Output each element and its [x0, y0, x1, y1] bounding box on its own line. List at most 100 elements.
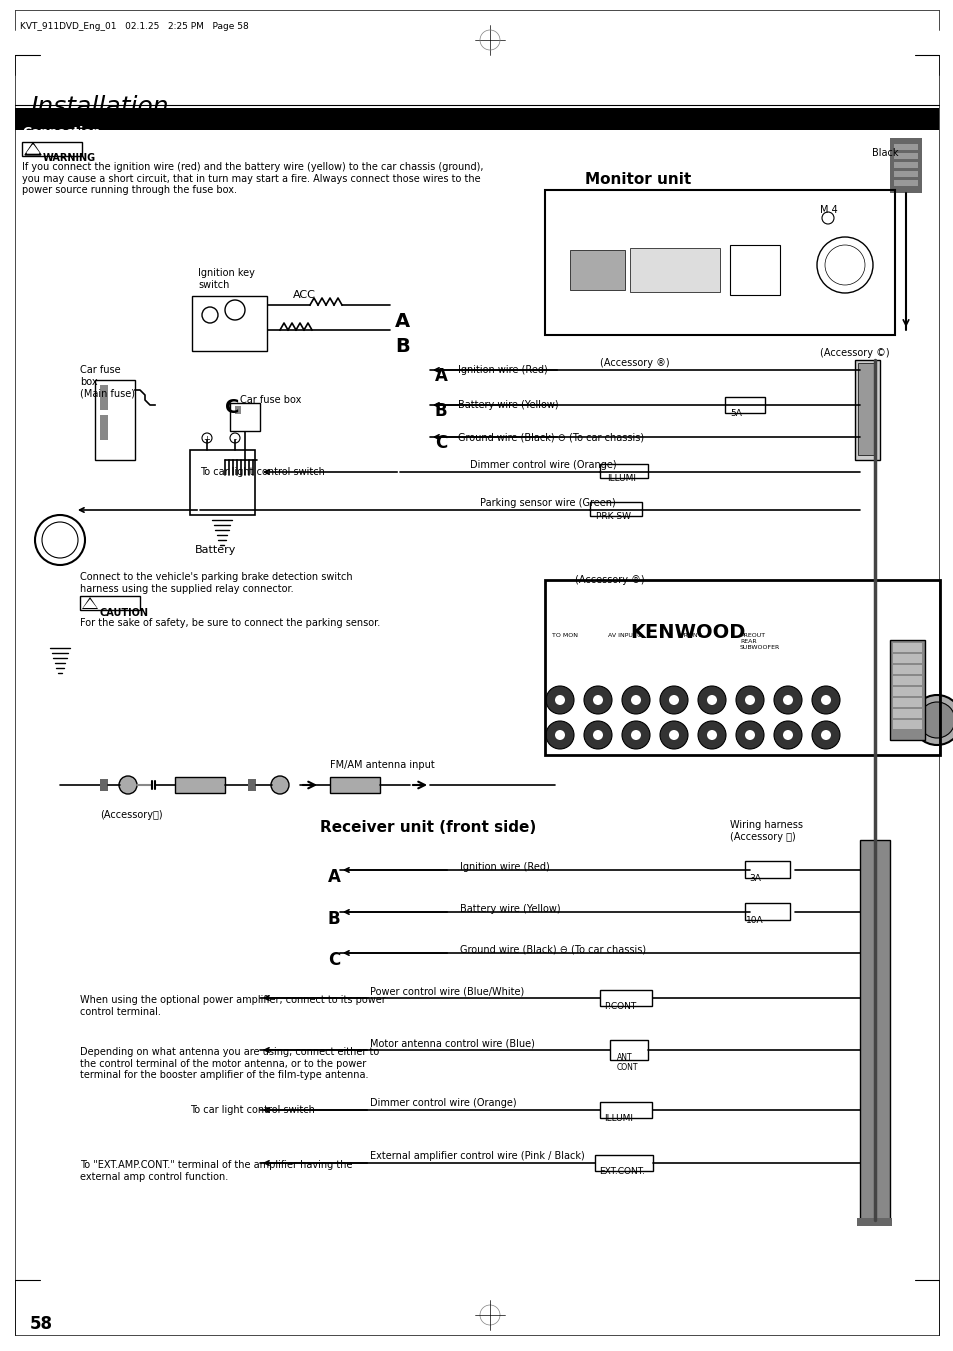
- Text: (Accessoryⓔ): (Accessoryⓔ): [100, 811, 162, 820]
- Circle shape: [735, 686, 763, 713]
- Text: 5A: 5A: [729, 409, 741, 417]
- Text: Parking sensor wire (Green): Parking sensor wire (Green): [479, 499, 615, 508]
- Bar: [856, 1219, 891, 1225]
- Bar: [174, 777, 225, 793]
- Bar: [100, 415, 108, 440]
- Bar: [893, 162, 917, 168]
- Circle shape: [821, 730, 830, 740]
- Text: P.CONT: P.CONT: [603, 1002, 636, 1011]
- Text: A: A: [435, 367, 447, 385]
- Text: Dimmer control wire (Orange): Dimmer control wire (Orange): [370, 1098, 517, 1108]
- Circle shape: [668, 694, 679, 705]
- Text: Battery wire (Yellow): Battery wire (Yellow): [459, 904, 560, 915]
- Text: 58: 58: [30, 1315, 53, 1333]
- Bar: [248, 780, 255, 790]
- Circle shape: [119, 775, 137, 794]
- Bar: [893, 172, 917, 177]
- Text: -: -: [233, 435, 236, 444]
- Circle shape: [545, 686, 574, 713]
- Circle shape: [773, 721, 801, 748]
- Bar: [330, 777, 379, 793]
- Text: Connection: Connection: [22, 126, 100, 139]
- Bar: [190, 450, 254, 515]
- Text: AV INPUT①: AV INPUT①: [607, 634, 641, 638]
- Text: A: A: [328, 867, 340, 886]
- Polygon shape: [82, 597, 98, 609]
- Text: C: C: [435, 434, 447, 453]
- Text: External amplifier control wire (Pink / Black): External amplifier control wire (Pink / …: [370, 1151, 584, 1161]
- Text: Car fuse
box
(Main fuse): Car fuse box (Main fuse): [80, 365, 135, 399]
- Text: (Accessory ®): (Accessory ®): [575, 576, 644, 585]
- Text: Battery: Battery: [194, 544, 236, 555]
- Text: Motor antenna control wire (Blue): Motor antenna control wire (Blue): [370, 1038, 535, 1048]
- Text: (Accessory ®): (Accessory ®): [599, 358, 669, 367]
- Text: PREOUT
REAR
SUBWOOFER: PREOUT REAR SUBWOOFER: [740, 634, 780, 650]
- Bar: [95, 380, 135, 459]
- Circle shape: [811, 686, 840, 713]
- Circle shape: [744, 694, 754, 705]
- Bar: [744, 902, 789, 920]
- Circle shape: [698, 686, 725, 713]
- Text: Installation: Installation: [30, 95, 169, 119]
- Text: WARNING: WARNING: [43, 153, 96, 163]
- Polygon shape: [27, 145, 39, 153]
- Text: To car light control switch: To car light control switch: [200, 467, 325, 477]
- Text: To car light control switch: To car light control switch: [190, 1105, 314, 1115]
- Bar: [892, 709, 921, 717]
- Circle shape: [659, 721, 687, 748]
- Circle shape: [706, 730, 717, 740]
- Text: When using the optional power amplifier, connect to its power
control terminal.: When using the optional power amplifier,…: [80, 994, 385, 1016]
- Text: KENWOOD: KENWOOD: [629, 623, 744, 642]
- Text: Power control wire (Blue/White): Power control wire (Blue/White): [370, 986, 524, 996]
- Circle shape: [782, 694, 792, 705]
- Text: Ground wire (Black) ⊖ (To car chassis): Ground wire (Black) ⊖ (To car chassis): [457, 432, 643, 442]
- Text: +: +: [203, 435, 211, 444]
- Bar: [599, 1102, 651, 1119]
- Bar: [80, 596, 140, 611]
- Text: FM/AM antenna input: FM/AM antenna input: [330, 761, 435, 770]
- Text: (Accessory ©): (Accessory ©): [820, 349, 889, 358]
- Bar: [859, 840, 889, 1220]
- Text: ANT
CONT: ANT CONT: [617, 1052, 638, 1073]
- Text: Dimmer control wire (Orange): Dimmer control wire (Orange): [470, 459, 616, 470]
- Text: Connect to the vehicle's parking brake detection switch
harness using the suppli: Connect to the vehicle's parking brake d…: [80, 571, 353, 593]
- Text: C: C: [328, 951, 340, 969]
- Text: Car fuse box: Car fuse box: [240, 394, 301, 405]
- Circle shape: [698, 721, 725, 748]
- Text: KVT_911DVD_Eng_01   02.1.25   2:25 PM   Page 58: KVT_911DVD_Eng_01 02.1.25 2:25 PM Page 5…: [20, 22, 249, 31]
- Text: C: C: [225, 399, 239, 417]
- Circle shape: [593, 694, 602, 705]
- Circle shape: [668, 730, 679, 740]
- Text: 10A: 10A: [745, 916, 762, 925]
- Bar: [544, 580, 939, 755]
- Text: For the sake of safety, be sure to connect the parking sensor.: For the sake of safety, be sure to conne…: [80, 617, 380, 628]
- Bar: [15, 108, 938, 130]
- Text: B: B: [395, 336, 410, 357]
- Bar: [892, 676, 921, 685]
- Circle shape: [659, 686, 687, 713]
- Circle shape: [811, 721, 840, 748]
- Text: If you connect the ignition wire (red) and the battery wire (yellow) to the car : If you connect the ignition wire (red) a…: [22, 162, 483, 195]
- Circle shape: [911, 694, 953, 744]
- Bar: [234, 407, 241, 413]
- Text: Monitor unit: Monitor unit: [584, 172, 691, 186]
- Bar: [892, 654, 921, 663]
- Bar: [729, 245, 780, 295]
- Circle shape: [782, 730, 792, 740]
- Bar: [854, 359, 879, 459]
- Circle shape: [918, 703, 953, 738]
- Circle shape: [621, 721, 649, 748]
- Text: Ignition key
switch: Ignition key switch: [198, 267, 254, 289]
- Circle shape: [583, 721, 612, 748]
- Polygon shape: [25, 143, 41, 155]
- Bar: [100, 385, 108, 409]
- Text: To "EXT.AMP.CONT." terminal of the amplifier having the
external amp control fun: To "EXT.AMP.CONT." terminal of the ampli…: [80, 1161, 352, 1182]
- Bar: [100, 780, 108, 790]
- Text: PRK SW: PRK SW: [596, 512, 630, 521]
- Text: Ground wire (Black) ⊖ (To car chassis): Ground wire (Black) ⊖ (To car chassis): [459, 944, 645, 955]
- Bar: [889, 640, 924, 740]
- Text: EXT.CONT.: EXT.CONT.: [598, 1167, 644, 1175]
- Text: Black: Black: [871, 149, 898, 158]
- Text: Depending on what antenna you are using, connect either to
the control terminal : Depending on what antenna you are using,…: [80, 1047, 379, 1081]
- Circle shape: [555, 730, 564, 740]
